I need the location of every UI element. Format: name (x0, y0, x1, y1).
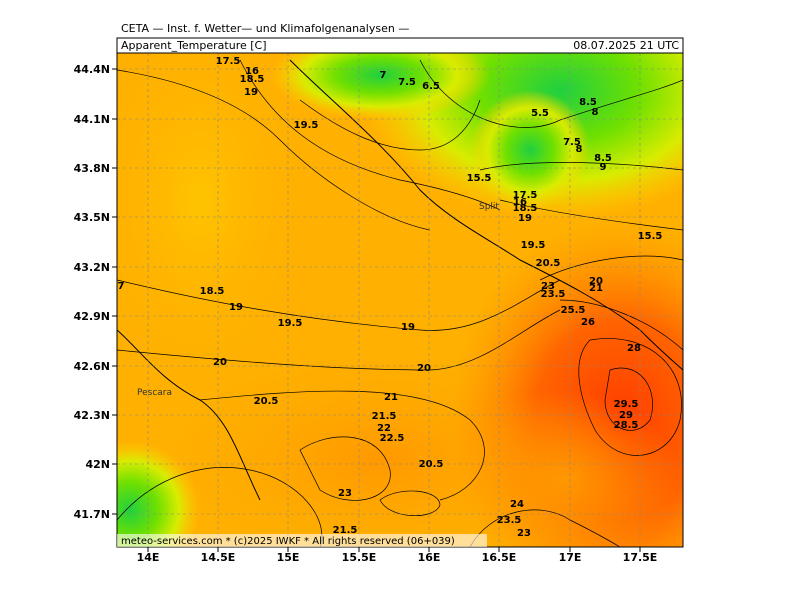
lon-label: 14E (137, 551, 160, 564)
contour-label: 19.5 (294, 120, 319, 131)
lat-label: 44.1N (74, 113, 110, 126)
lat-label: 44.4N (74, 63, 110, 76)
isolines (117, 59, 683, 547)
header-bar (116, 37, 684, 54)
lon-label: 17.5E (623, 551, 658, 564)
contour-label: 8.5 (579, 97, 597, 108)
contour-label: 15.5 (467, 173, 492, 184)
lat-label: 42.6N (74, 360, 110, 373)
place-label: Split (479, 202, 499, 212)
contour-label: 22.5 (380, 433, 405, 444)
contour-label: 7.5 (563, 137, 581, 148)
contour-label: 5.5 (531, 108, 549, 119)
contour-label: 25.5 (561, 305, 586, 316)
contour-label: 7.5 (398, 77, 416, 88)
contour-label: 22 (377, 423, 391, 434)
contour-label: 16 (513, 197, 527, 208)
contour-label: 9 (600, 162, 607, 173)
contour-label: 6.5 (422, 81, 440, 92)
contour-label: 23 (517, 528, 531, 539)
footer-bg (117, 534, 487, 547)
contour-label: 7 (118, 281, 125, 292)
contour-label: 19 (401, 322, 415, 333)
lat-label: 43.2N (74, 261, 110, 274)
contour-label: 23.5 (541, 289, 566, 300)
contour-label: 7 (380, 70, 387, 81)
contour-label: 18.5 (513, 203, 538, 214)
lon-label: 15.5E (342, 551, 377, 564)
contour-label: 20.5 (254, 396, 279, 407)
contour-label: 17.5 (513, 190, 538, 201)
contour-label: 28 (627, 343, 641, 354)
lat-label: 41.7N (74, 508, 110, 521)
contour-label: 19 (229, 302, 243, 313)
contour-label: 18.5 (200, 286, 225, 297)
contour-label: 29 (619, 410, 633, 421)
field (117, 53, 683, 547)
contour-label: 21.5 (333, 525, 358, 536)
contour-label: 19 (518, 213, 532, 224)
contour-label: 19.5 (521, 240, 546, 251)
footer: meteo-services.com * (c)2025 IWKF * All … (121, 536, 455, 547)
contour-label: 29.5 (614, 399, 639, 410)
contour-label: 19 (244, 87, 258, 98)
lon-label: 16E (418, 551, 441, 564)
contour-label: 21.5 (372, 411, 397, 422)
contour-label: 23 (338, 488, 352, 499)
contour-label: 15.5 (638, 231, 663, 242)
lon-label: 16.5E (482, 551, 517, 564)
contour-label: 17.5 (216, 56, 241, 67)
lon-label: 14.5E (201, 551, 236, 564)
contour-label: 8.5 (594, 153, 612, 164)
graticule (117, 53, 683, 547)
contour-label: 20 (589, 276, 603, 287)
valid-time: 08.07.2025 21 UTC (573, 39, 679, 52)
contour-label: 21 (384, 392, 398, 403)
contour-label: 8 (576, 144, 583, 155)
institute: CETA — Inst. f. Wetter— und Klimafolgena… (121, 22, 409, 35)
contour-label: 20.5 (419, 459, 444, 470)
lat-label: 43.5N (74, 211, 110, 224)
contour-label: 20.5 (536, 258, 561, 269)
contour-label: 28.5 (614, 420, 639, 431)
lat-label: 43.8N (74, 162, 110, 175)
lon-label: 17E (559, 551, 582, 564)
variable: Apparent_Temperature [C] (121, 39, 267, 52)
lon-label: 15E (277, 551, 300, 564)
contour-label: 26 (581, 317, 595, 328)
contour-label: 20 (417, 363, 431, 374)
place-label: Pescara (137, 388, 172, 398)
lat-label: 42.3N (74, 409, 110, 422)
contour-label: 23 (541, 281, 555, 292)
contour-label: 21 (589, 283, 603, 294)
contour-label: 18.5 (240, 74, 265, 85)
contour-label: 8 (592, 107, 599, 118)
contour-label: 23.5 (497, 515, 522, 526)
contour-label: 16 (245, 66, 259, 77)
lat-label: 42N (85, 458, 110, 471)
contour-label: 20 (213, 357, 227, 368)
coastline (117, 329, 261, 501)
contour-label: 19.5 (278, 318, 303, 329)
contour-label: 24 (510, 499, 524, 510)
lat-label: 42.9N (74, 310, 110, 323)
